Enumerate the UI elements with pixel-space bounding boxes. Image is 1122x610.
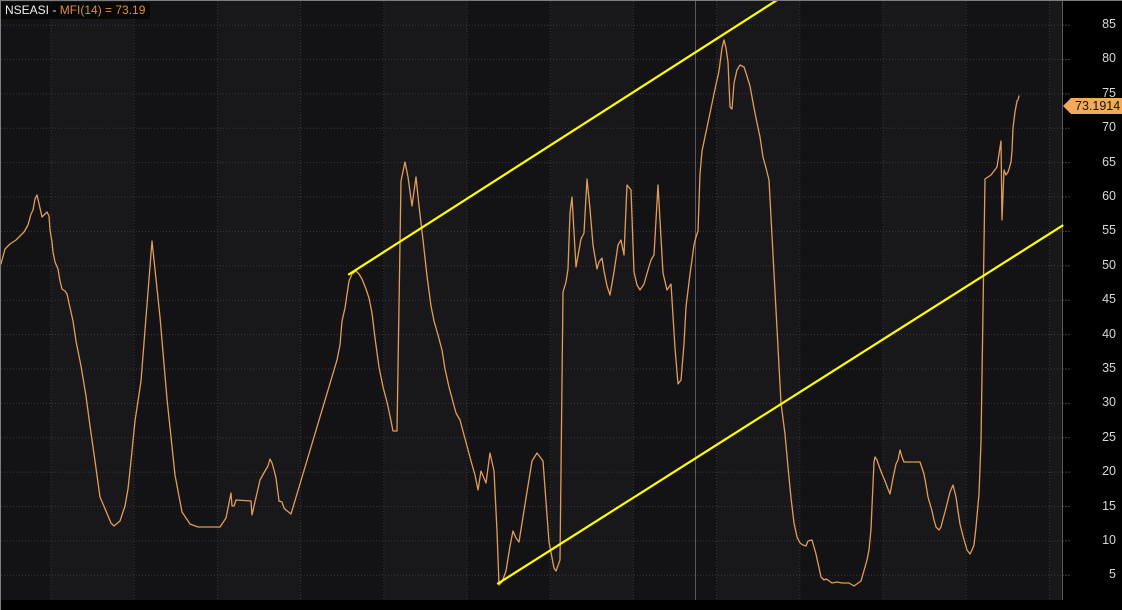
svg-text:73.1914: 73.1914 [1075,99,1120,113]
